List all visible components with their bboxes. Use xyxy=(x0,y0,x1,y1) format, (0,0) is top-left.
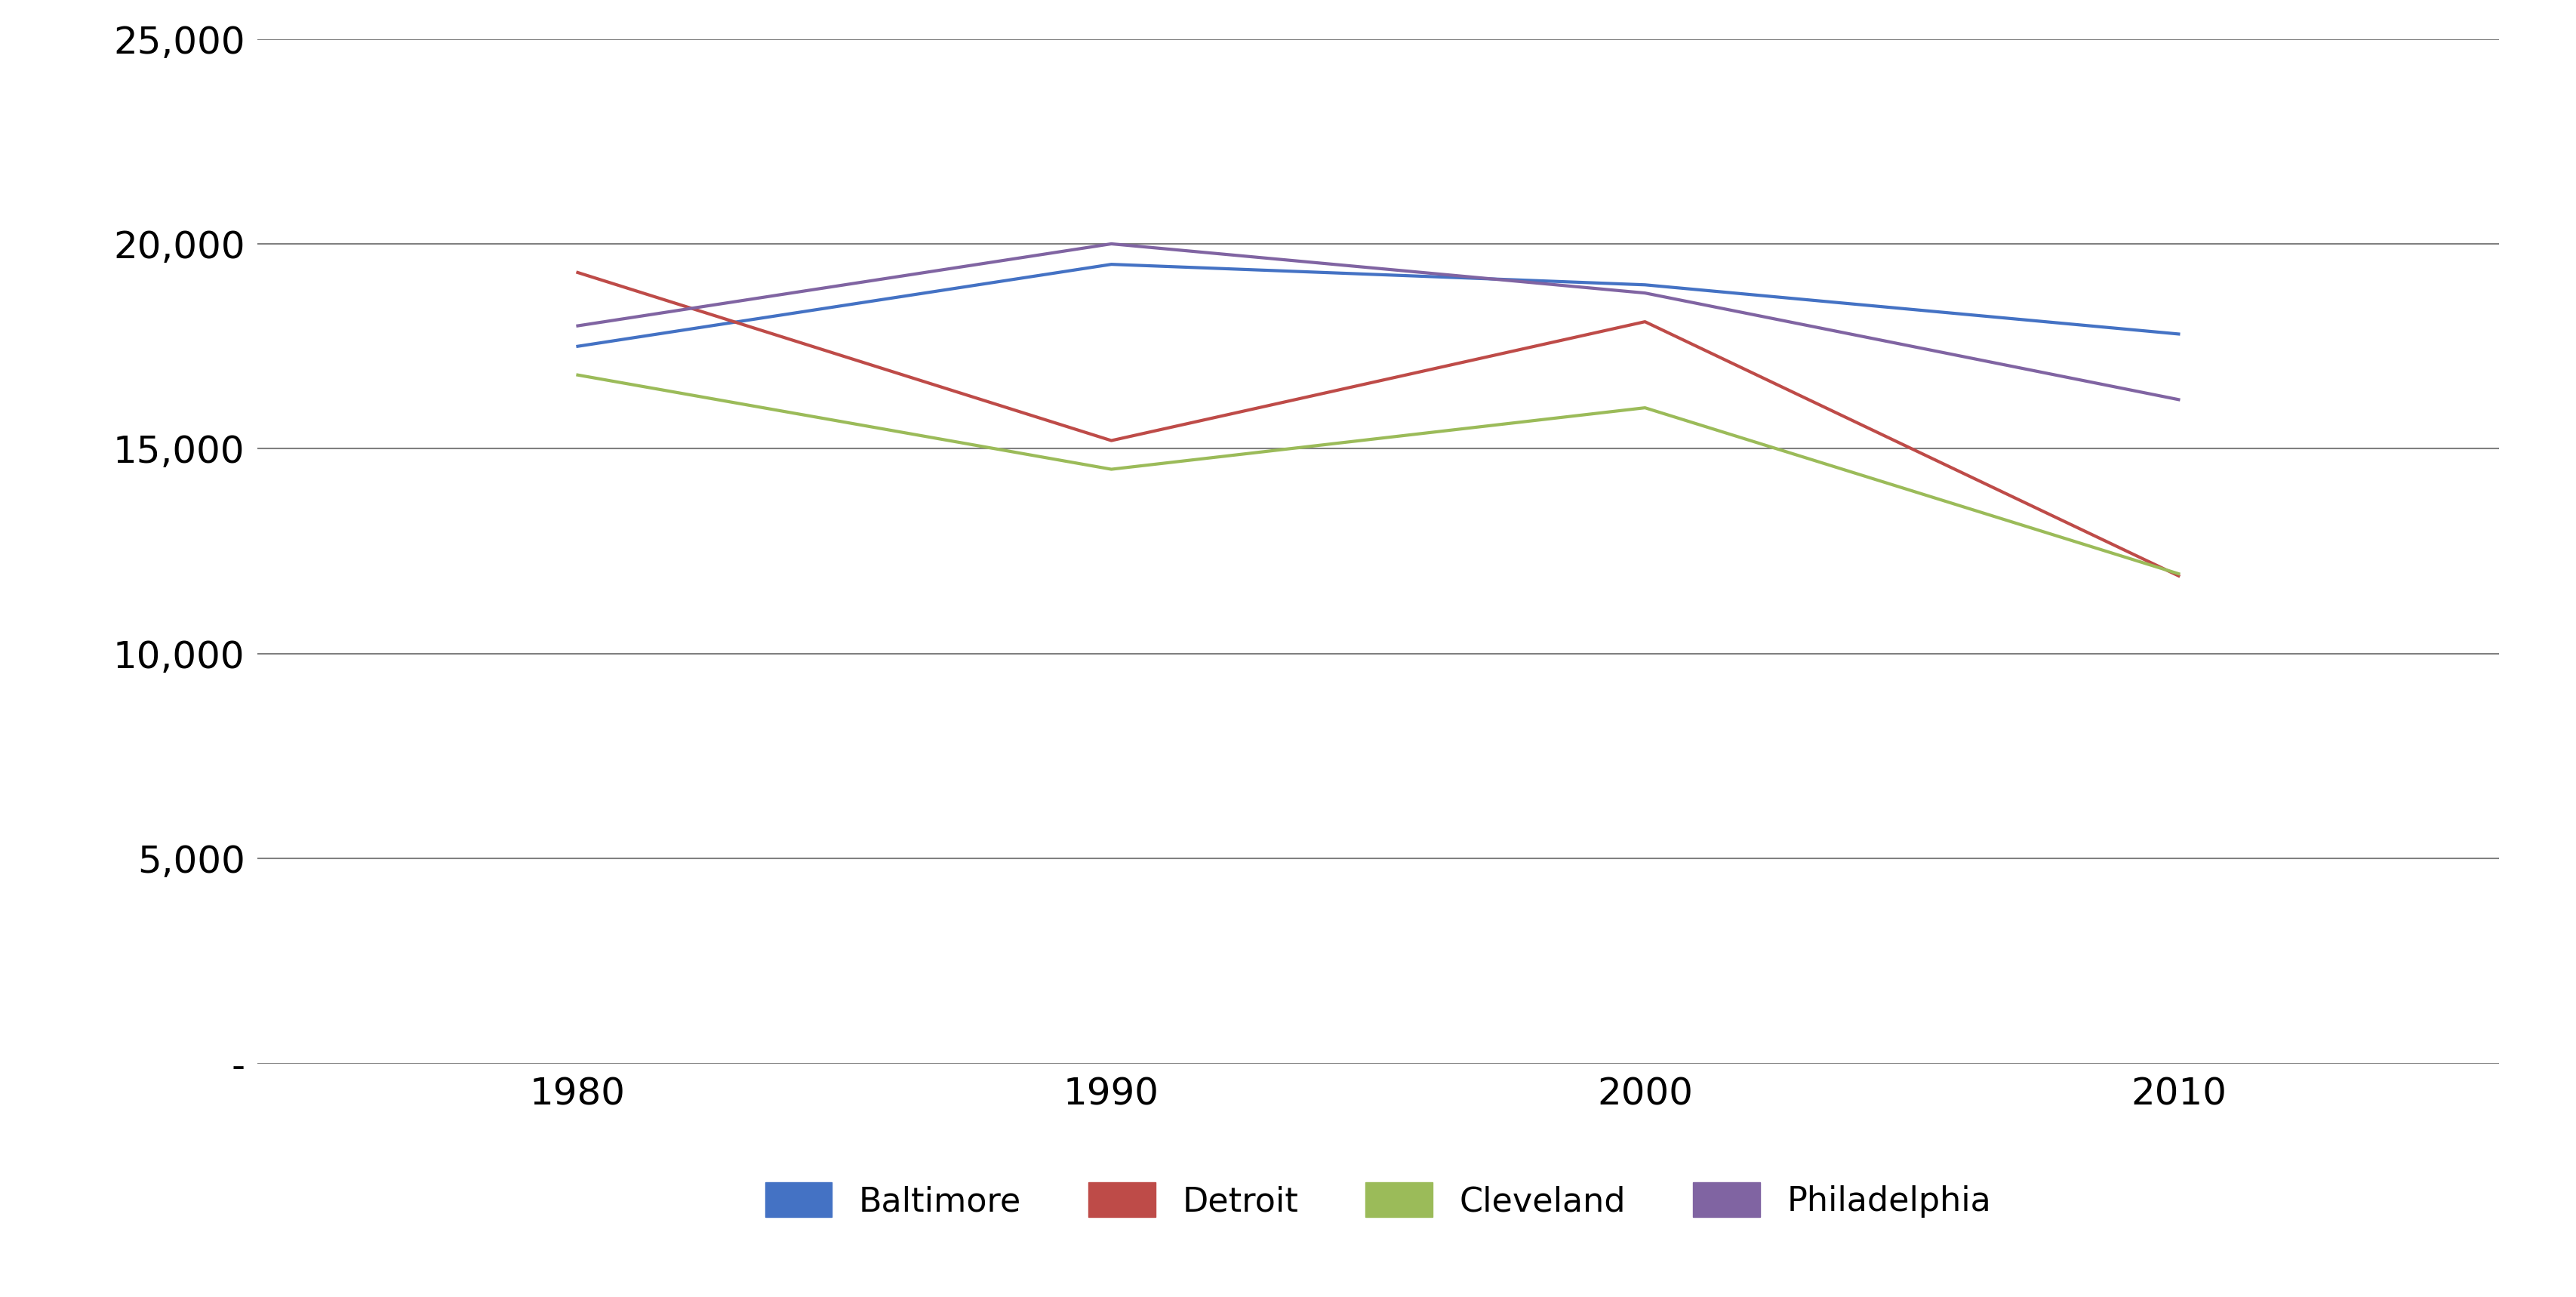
Legend: Baltimore, Detroit, Cleveland, Philadelphia: Baltimore, Detroit, Cleveland, Philadelp… xyxy=(752,1169,2004,1231)
Cleveland xyxy=(2164,565,2195,581)
Detroit xyxy=(562,265,592,280)
Baltimore xyxy=(562,339,592,354)
Philadelphia xyxy=(562,318,592,333)
Baltimore xyxy=(2164,327,2195,342)
Line: Philadelphia: Philadelphia xyxy=(577,244,2179,399)
Philadelphia xyxy=(1095,236,1126,252)
Baltimore xyxy=(1095,257,1126,272)
Line: Cleveland: Cleveland xyxy=(577,375,2179,573)
Detroit xyxy=(2164,568,2195,584)
Cleveland xyxy=(1095,462,1126,477)
Cleveland xyxy=(1631,399,1662,415)
Detroit xyxy=(1631,314,1662,329)
Philadelphia xyxy=(2164,392,2195,407)
Baltimore xyxy=(1631,278,1662,293)
Cleveland xyxy=(562,367,592,383)
Philadelphia xyxy=(1631,285,1662,301)
Line: Baltimore: Baltimore xyxy=(577,265,2179,346)
Line: Detroit: Detroit xyxy=(577,272,2179,576)
Detroit xyxy=(1095,433,1126,449)
